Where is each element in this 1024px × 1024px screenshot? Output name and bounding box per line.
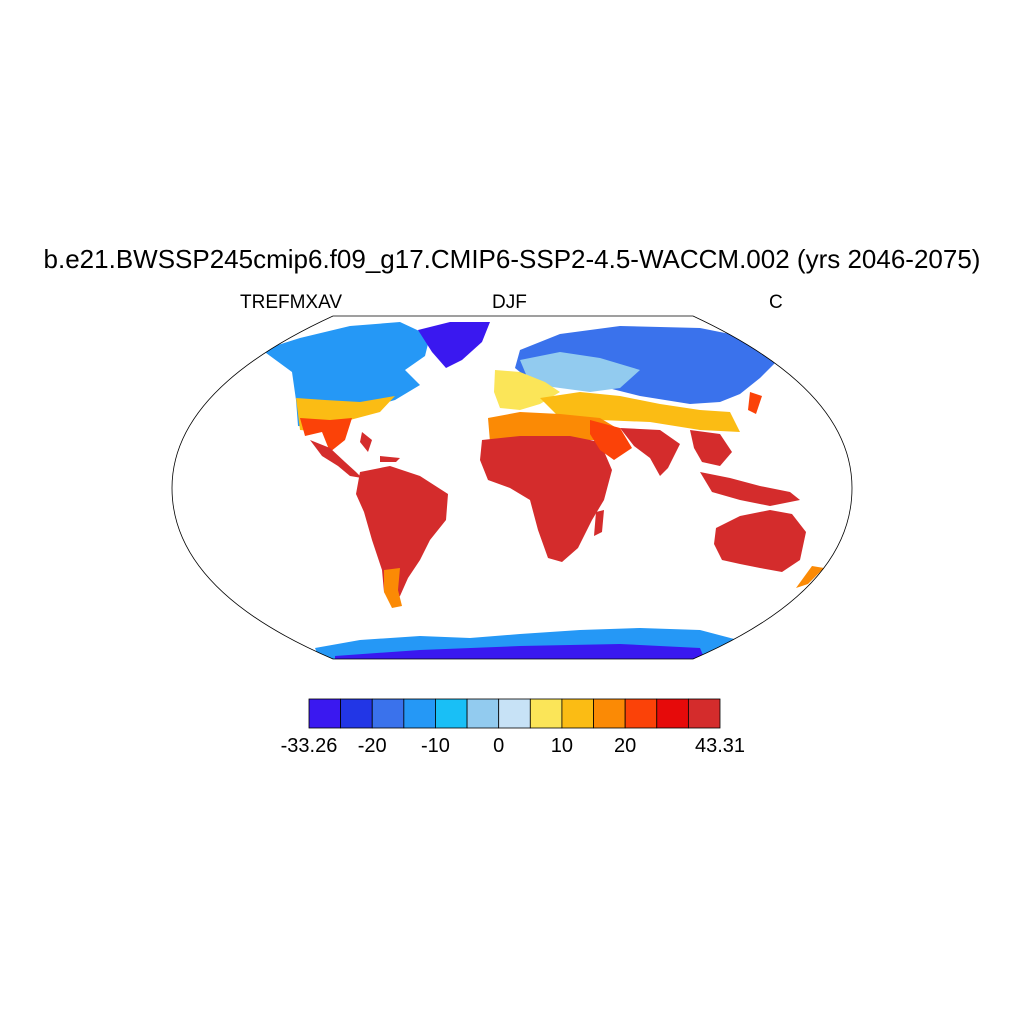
asia-south-band [540,392,740,432]
colorbar-swatch [308,698,342,729]
colorbar-swatch [529,698,563,729]
central-america [310,440,362,478]
southeast-asia [690,430,732,466]
colorbar-swatch [561,698,594,729]
florida-caribbean [360,432,400,462]
map-boundary [171,315,853,660]
colorbar-tick-label: -20 [357,735,387,757]
colorbar [308,698,721,729]
arabian-peninsula [590,420,632,460]
north-america-south [300,418,352,452]
south-america-south [384,568,402,608]
madagascar [594,510,604,536]
colorbar-tick-label: 10 [550,735,574,757]
units-label: C [769,292,783,313]
north-africa [488,412,620,442]
colorbar-tick-label: -33.26 [280,735,338,757]
greenland [418,322,490,368]
antarctica-interior [335,644,705,659]
colorbar-swatch [340,698,373,729]
south-america [356,466,448,604]
new-zealand [796,566,824,588]
south-asia [620,428,680,476]
colorbar-tick-label: -10 [421,735,450,757]
colorbar-swatch [466,698,500,729]
colorbar-tick-label: 0 [493,735,505,757]
colorbar-swatch [593,698,626,729]
africa [480,436,612,562]
eurasia-mid [520,352,640,392]
variable-label: TREFMXAV [240,292,343,313]
japan [748,392,762,414]
indonesia [700,472,800,506]
australia [714,510,806,572]
colorbar-swatch [624,698,658,729]
colorbar-swatch [687,698,721,729]
colorbar-swatch [435,698,468,729]
colorbar-swatch [656,698,689,729]
colorbar-tick-label: 43.31 [694,735,746,757]
colorbar-swatch [403,698,436,729]
colorbar-swatch [371,698,405,729]
plot-title: b.e21.BWSSP245cmip6.f09_g17.CMIP6-SSP2-4… [43,244,981,274]
colorbar-tick-label: 20 [614,735,637,757]
land-fill-layer [262,322,824,659]
season-label: DJF [492,292,527,313]
colorbar-swatch [498,698,531,729]
